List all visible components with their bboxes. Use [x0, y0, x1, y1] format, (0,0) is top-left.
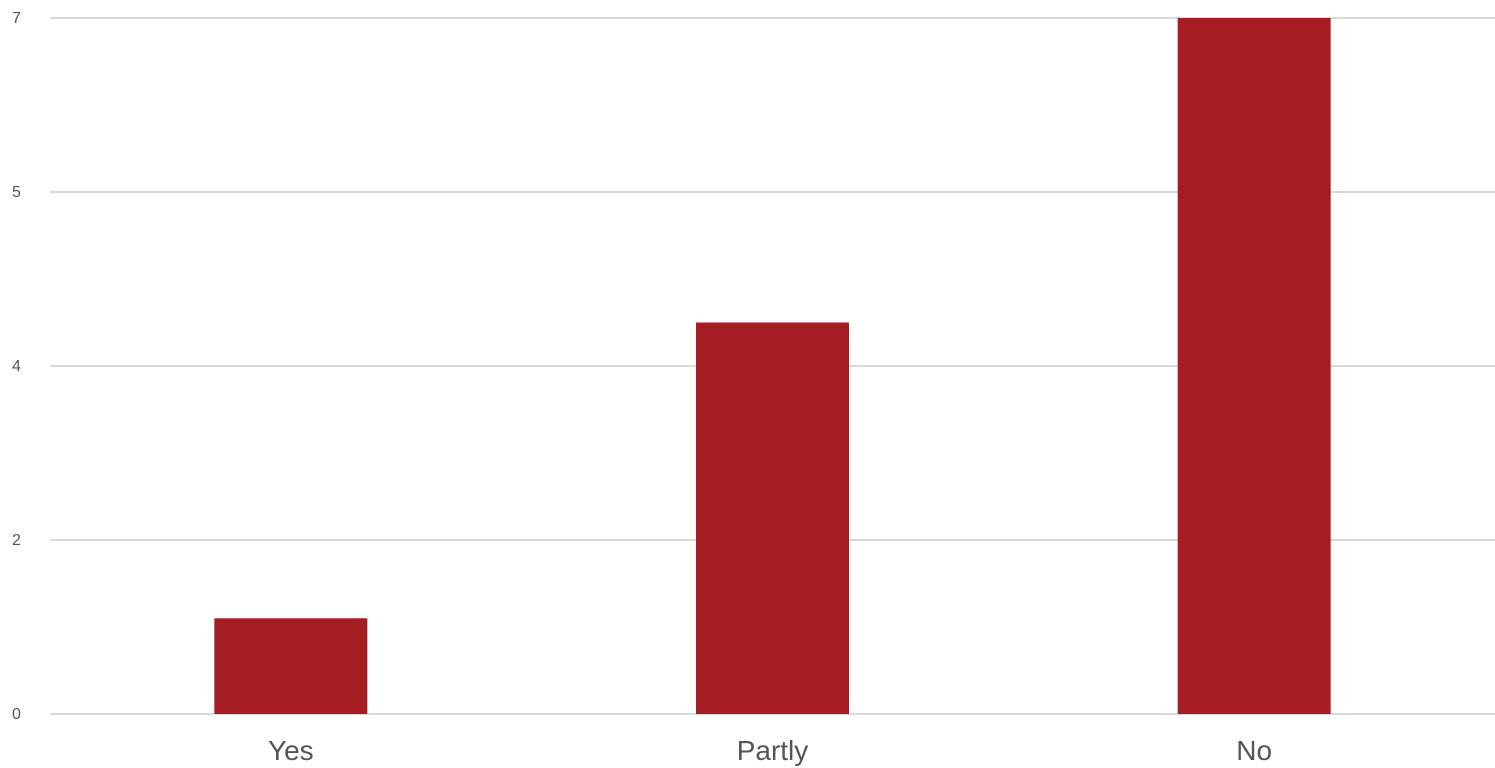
- y-tick-label: 5: [12, 184, 21, 201]
- x-axis-tick-labels: Yes Partly No: [268, 735, 1272, 766]
- bar-yes: [214, 618, 368, 714]
- y-tick-label: 0: [12, 706, 21, 723]
- y-axis-tick-labels: 0 2 4 5 7: [12, 10, 21, 723]
- x-tick-label: Partly: [737, 735, 809, 766]
- bar-partly: [696, 322, 849, 714]
- y-tick-label: 4: [12, 358, 21, 375]
- x-tick-label: No: [1236, 735, 1272, 766]
- y-tick-label: 7: [12, 10, 21, 27]
- bar-no: [1177, 18, 1331, 714]
- y-tick-label: 2: [12, 532, 21, 549]
- x-tick-label: Yes: [268, 735, 314, 766]
- bars: [214, 18, 1331, 714]
